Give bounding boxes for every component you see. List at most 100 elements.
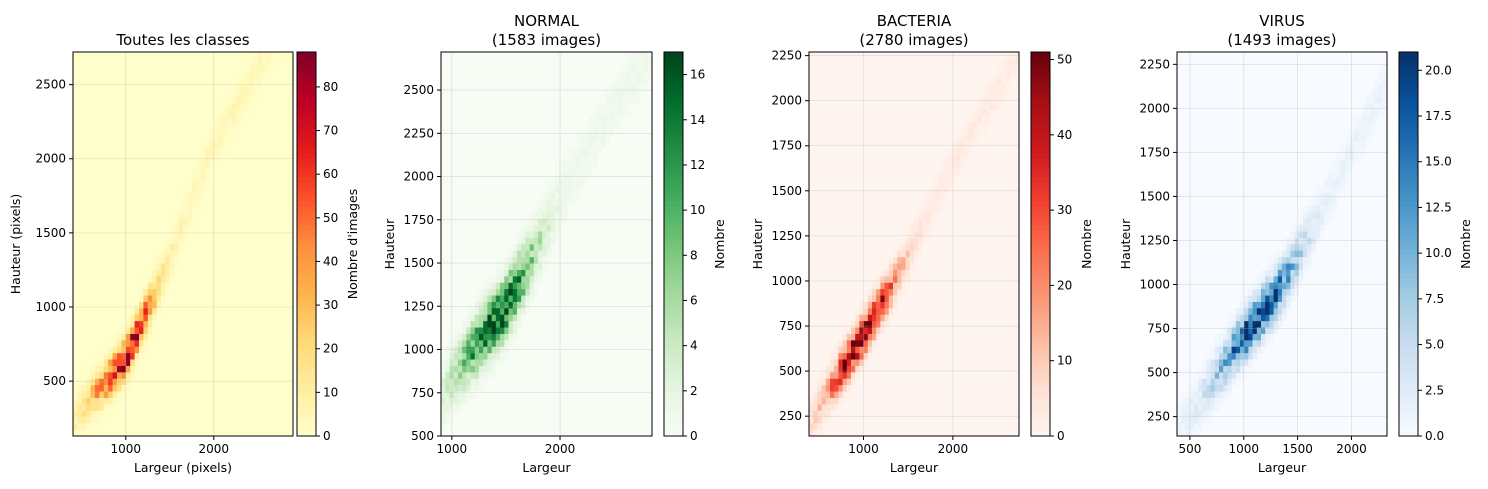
heatmap-cell <box>1198 423 1203 430</box>
heatmap-cell <box>187 186 193 194</box>
heatmap-cell <box>888 276 894 283</box>
heatmap-cell <box>546 212 552 219</box>
colorbar-segment <box>297 215 316 221</box>
heatmap-cell <box>257 58 263 66</box>
heatmap-cell <box>1357 148 1363 155</box>
y-tick-label: 1750 <box>403 213 434 227</box>
heatmap-cell <box>1277 276 1283 283</box>
heatmap-cell <box>222 128 228 136</box>
heatmap-cell <box>926 199 932 206</box>
heatmap-cell <box>470 314 476 322</box>
heatmap-cell <box>918 244 923 251</box>
heatmap-cell <box>231 116 237 123</box>
heatmap-cell <box>1185 391 1190 398</box>
heatmap-cell <box>626 109 632 117</box>
heatmap-cell <box>538 224 543 232</box>
heatmap-cell <box>550 186 556 194</box>
heatmap-cell <box>478 384 484 392</box>
heatmap-cell <box>909 250 915 258</box>
heatmap-cell <box>935 212 940 219</box>
heatmap-cell <box>183 186 188 194</box>
heatmap-cell <box>529 250 535 258</box>
colorbar-segment <box>664 431 683 437</box>
heatmap-cell <box>121 384 127 392</box>
heatmap-cell <box>495 263 501 270</box>
heatmap-cell <box>1319 212 1325 219</box>
heatmap-cell <box>174 224 179 232</box>
heatmap-cell <box>495 308 501 315</box>
heatmap-cell <box>117 327 122 334</box>
heatmap-cell <box>86 397 91 405</box>
heatmap-cell <box>134 327 140 334</box>
heatmap-cell <box>1315 212 1321 219</box>
heatmap-cell <box>1315 231 1321 238</box>
heatmap-cell <box>77 416 83 424</box>
heatmap-cell <box>449 416 455 424</box>
colorbar-frame <box>296 51 317 437</box>
heatmap-cell <box>1370 90 1375 98</box>
colorbar-segment <box>664 56 683 63</box>
heatmap-cell <box>609 96 615 104</box>
heatmap-cell <box>525 308 530 315</box>
heatmap-cell <box>521 301 526 309</box>
heatmap-cell <box>618 122 623 130</box>
heatmap-cell <box>1277 308 1283 315</box>
heatmap-cell <box>249 64 254 72</box>
colorbar-tick-label: 30 <box>323 298 338 312</box>
heatmap-cell <box>614 109 619 117</box>
heatmap-cell <box>960 148 965 155</box>
heatmap-cell <box>559 218 564 226</box>
colorbar-segment <box>1399 263 1418 269</box>
heatmap-cell <box>1357 116 1363 123</box>
heatmap-cell <box>1227 365 1232 373</box>
heatmap-cell <box>1273 256 1279 264</box>
heatmap-cell <box>1227 320 1232 328</box>
heatmap-cell <box>491 276 497 283</box>
heatmap-cell <box>580 141 585 149</box>
colorbar-segment <box>297 210 316 216</box>
heatmap-cell <box>1210 384 1216 392</box>
heatmap-cell <box>81 416 87 424</box>
heatmap-cell <box>449 372 455 379</box>
heatmap-cell <box>466 365 471 373</box>
heatmap-cell <box>1244 333 1249 341</box>
heatmap-cell <box>1261 282 1266 290</box>
heatmap-cell <box>876 308 881 315</box>
heatmap-cell <box>1202 378 1207 386</box>
heatmap-cell <box>491 282 497 290</box>
colorbar-segment <box>1399 392 1418 399</box>
heatmap-cell <box>546 192 552 200</box>
colorbar-segment <box>1031 157 1050 163</box>
heatmap-cell <box>1298 231 1304 238</box>
heatmap-cell <box>200 173 206 181</box>
heatmap-cell <box>445 384 450 392</box>
heatmap-cell <box>462 359 467 366</box>
heatmap-cell <box>1010 77 1016 85</box>
heatmap-cell <box>1198 416 1203 424</box>
heatmap-cell <box>249 77 254 85</box>
heatmap-cell <box>500 282 505 290</box>
colorbar-segment <box>1031 325 1050 331</box>
heatmap-cell <box>1006 64 1011 72</box>
colorbar-segment <box>664 349 683 355</box>
heatmap-cell <box>213 141 219 149</box>
heatmap-cell <box>867 314 873 322</box>
heatmap-cell <box>525 282 530 290</box>
heatmap-cell <box>809 416 814 424</box>
heatmap-cell <box>897 288 902 296</box>
heatmap-cell <box>1382 103 1388 110</box>
heatmap-cell <box>1328 199 1333 206</box>
heatmap-cell <box>134 333 140 341</box>
heatmap-cell <box>1256 314 1262 322</box>
heatmap-cell <box>914 231 919 238</box>
chart-title: BACTERIA <box>877 12 952 30</box>
heatmap-cell <box>542 263 547 270</box>
colorbar-label: Nombre d'images <box>345 189 360 299</box>
colorbar-segment <box>297 148 316 154</box>
colorbar-segment <box>297 56 316 63</box>
heatmap-cell <box>125 314 131 322</box>
heatmap-cell <box>183 224 188 232</box>
heatmap-cell <box>817 423 822 430</box>
colorbar-segment <box>664 344 683 351</box>
heatmap-cell <box>964 148 969 155</box>
